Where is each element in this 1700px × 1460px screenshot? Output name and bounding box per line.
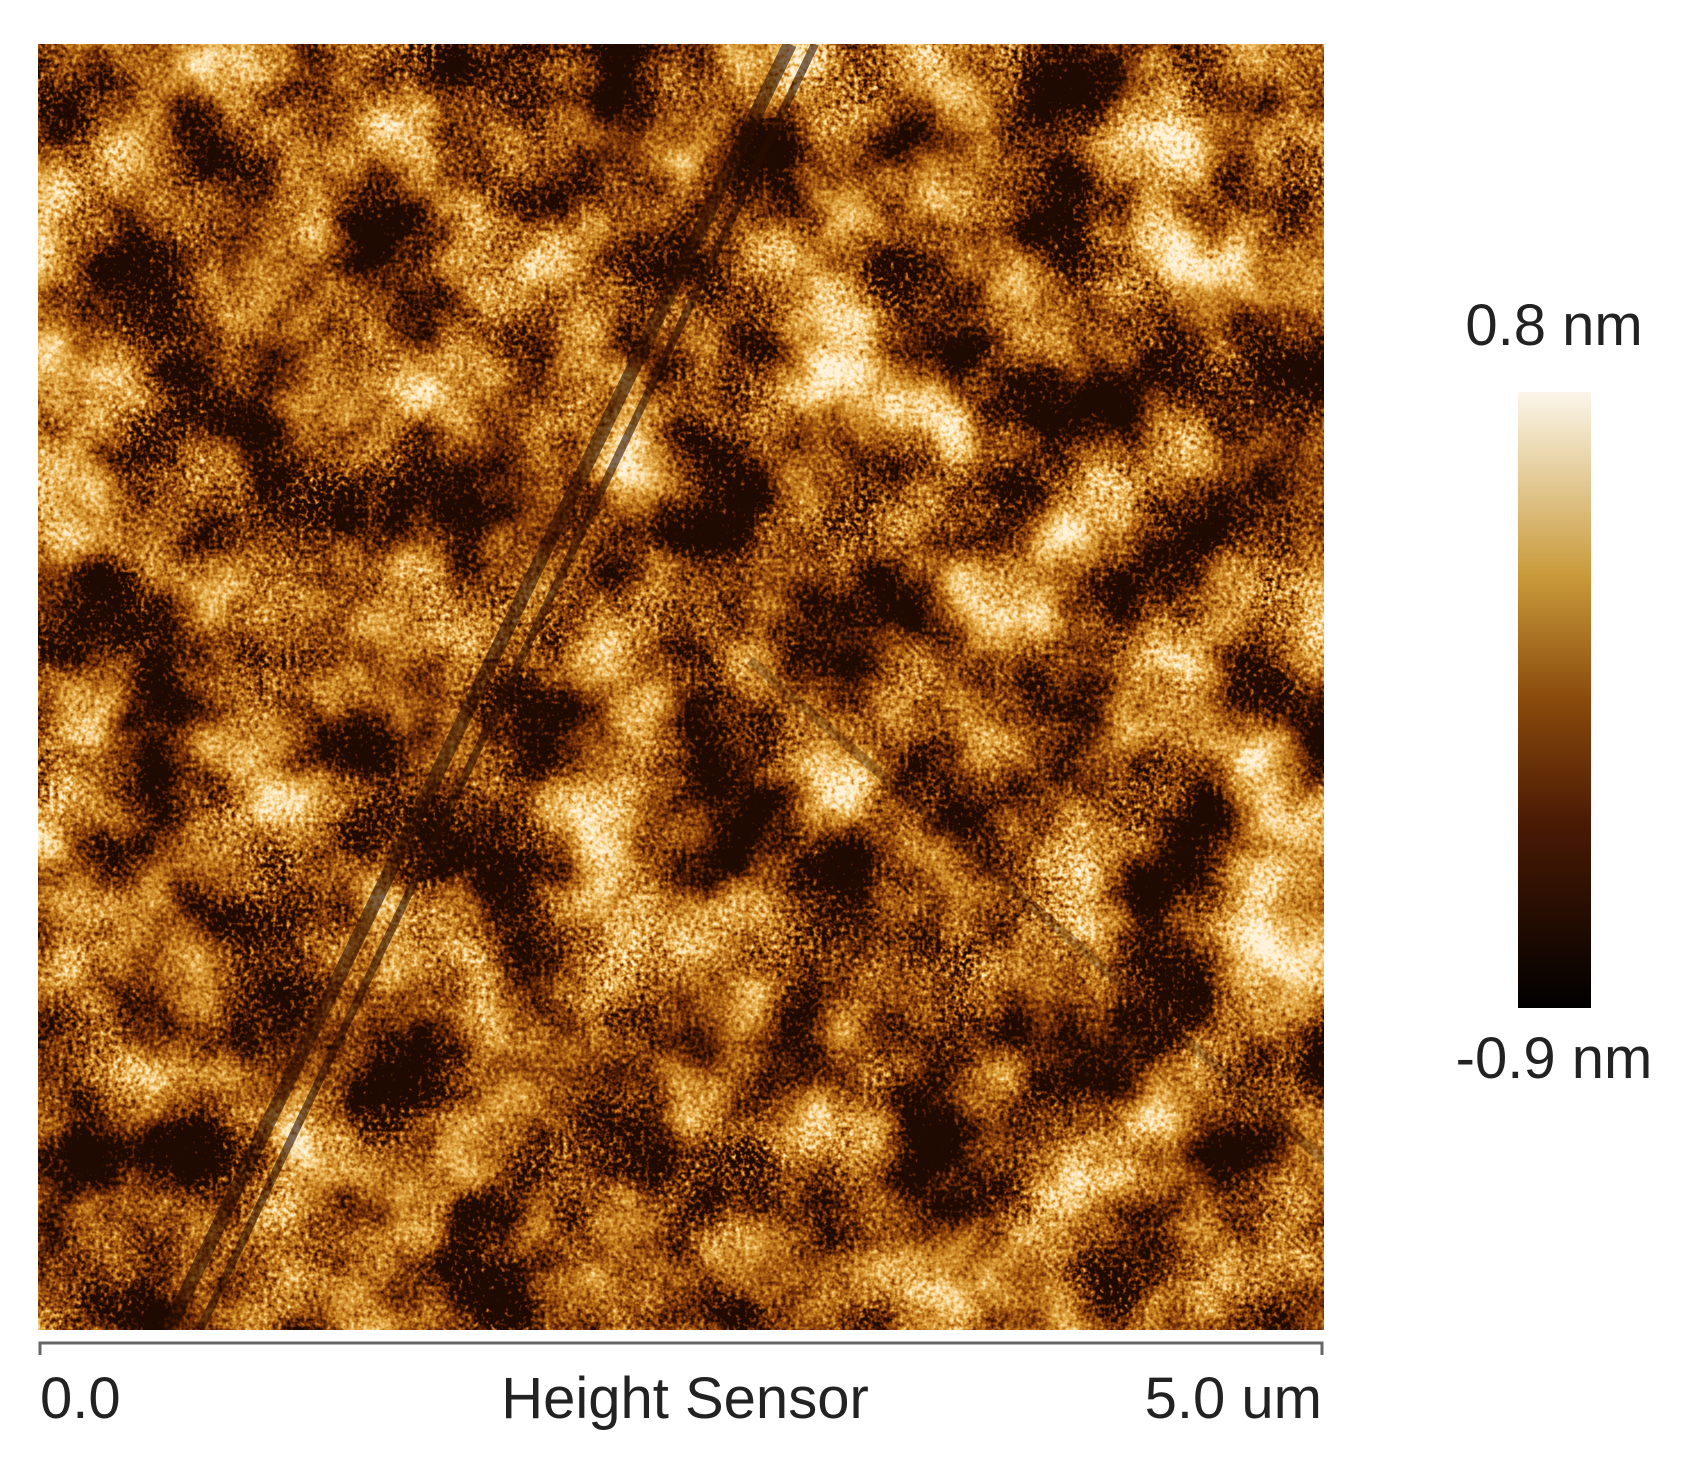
height-map xyxy=(38,44,1324,1330)
afm-image xyxy=(38,44,1324,1330)
axis-start-label: 0.0 xyxy=(40,1366,121,1431)
colorbar-max-label: 0.8 nm xyxy=(1465,293,1642,358)
axis-end-label: 5.0 um xyxy=(1145,1366,1322,1431)
scale-bar xyxy=(38,1341,1324,1355)
colorbar-min-label: -0.9 nm xyxy=(1456,1026,1653,1091)
colorbar xyxy=(1518,392,1591,1008)
scratch-lines xyxy=(161,44,1324,1330)
axis-title: Height Sensor xyxy=(501,1366,869,1431)
